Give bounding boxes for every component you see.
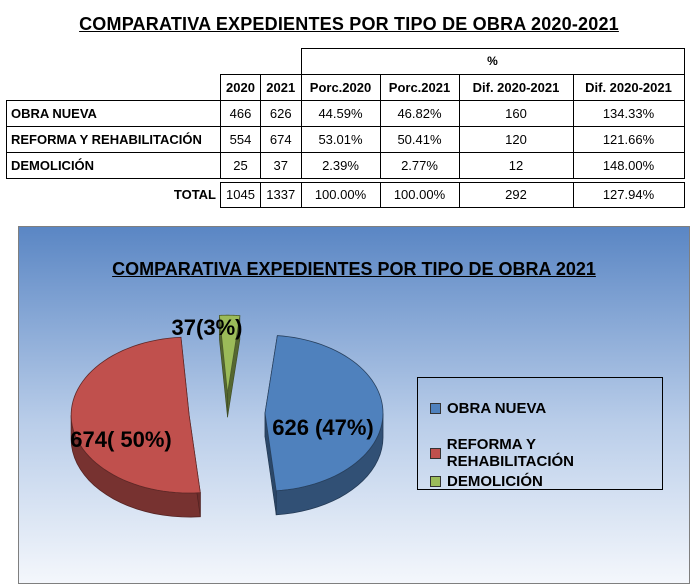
table-cell: 2.77% [379, 151, 460, 179]
column-header: Porc.2021 [379, 73, 460, 101]
data-label: 674( 50%) [70, 427, 172, 452]
pie-slice [218, 314, 241, 394]
chart-title: COMPARATIVA EXPEDIENTES POR TIPO DE OBRA… [112, 259, 596, 279]
pie-chart: COMPARATIVA EXPEDIENTES POR TIPO DE OBRA… [18, 226, 690, 584]
table-cell: 12 [458, 151, 574, 179]
data-label: 626 (47%) [272, 415, 374, 440]
table-cell: 626 [260, 99, 302, 127]
total-label: TOTAL [6, 182, 221, 207]
table-cell: 148.00% [572, 151, 685, 179]
table-cell: 100.00% [300, 181, 381, 208]
table-cell: 100.00% [379, 181, 460, 208]
page-title: COMPARATIVA EXPEDIENTES POR TIPO DE OBRA… [79, 14, 619, 34]
table-cell: 53.01% [300, 125, 381, 153]
legend-item: DEMOLICIÓN [430, 473, 543, 490]
table-cell: 46.82% [379, 99, 460, 127]
legend-label: OBRA NUEVA [447, 400, 547, 417]
pie-slice [264, 335, 384, 492]
table-cell: 127.94% [572, 181, 685, 208]
data-table: % 2020 2021 Porc.2020 Porc.2021 Dif. 202… [6, 48, 685, 208]
column-header: Porc.2020 [300, 73, 381, 101]
legend-label: DEMOLICIÓN [447, 473, 543, 490]
table-cell: 1337 [260, 181, 302, 208]
column-header: Dif. 2020-2021 [572, 73, 685, 101]
table-cell: 466 [220, 99, 261, 127]
column-header: 2020 [220, 73, 261, 101]
table-cell: 674 [260, 125, 302, 153]
table-cell: 554 [220, 125, 261, 153]
table-row: OBRA NUEVA 466 626 44.59% 46.82% 160 134… [6, 99, 685, 127]
table-cell: 25 [220, 151, 261, 179]
table-cell: 121.66% [572, 125, 685, 153]
data-label: 37(3%) [172, 315, 243, 340]
legend: OBRA NUEVA REFORMA Y REHABILITACIÓN DEMO… [417, 377, 663, 490]
legend-swatch [430, 476, 441, 487]
row-label: OBRA NUEVA [6, 99, 221, 127]
column-header: Dif. 2020-2021 [458, 73, 574, 101]
total-row: TOTAL 1045 1337 100.00% 100.00% 292 127.… [6, 181, 685, 208]
row-label: DEMOLICIÓN [6, 151, 221, 179]
pie-slice [70, 336, 201, 494]
table-row: REFORMA Y REHABILITACIÓN 554 674 53.01% … [6, 125, 685, 153]
table-cell: 37 [260, 151, 302, 179]
table-cell: 134.33% [572, 99, 685, 127]
table-cell: 2.39% [300, 151, 381, 179]
row-label: REFORMA Y REHABILITACIÓN [6, 125, 221, 153]
legend-label: REFORMA Y REHABILITACIÓN [446, 436, 575, 470]
legend-item: REFORMA Y REHABILITACIÓN [430, 436, 662, 470]
legend-swatch [430, 403, 441, 414]
table-cell: 292 [458, 181, 574, 208]
legend-swatch [430, 447, 441, 459]
table-cell: 1045 [220, 181, 261, 208]
percent-header: % [300, 48, 685, 75]
table-cell: 44.59% [300, 99, 381, 127]
pie-plot: 626 (47%) 674( 50%) 37(3%) [70, 314, 384, 518]
table-cell: 120 [458, 125, 574, 153]
legend-item: OBRA NUEVA [430, 400, 546, 417]
table-cell: 50.41% [379, 125, 460, 153]
table-cell: 160 [458, 99, 574, 127]
table-row: DEMOLICIÓN 25 37 2.39% 2.77% 12 148.00% [6, 151, 685, 179]
column-header: 2021 [260, 73, 302, 101]
